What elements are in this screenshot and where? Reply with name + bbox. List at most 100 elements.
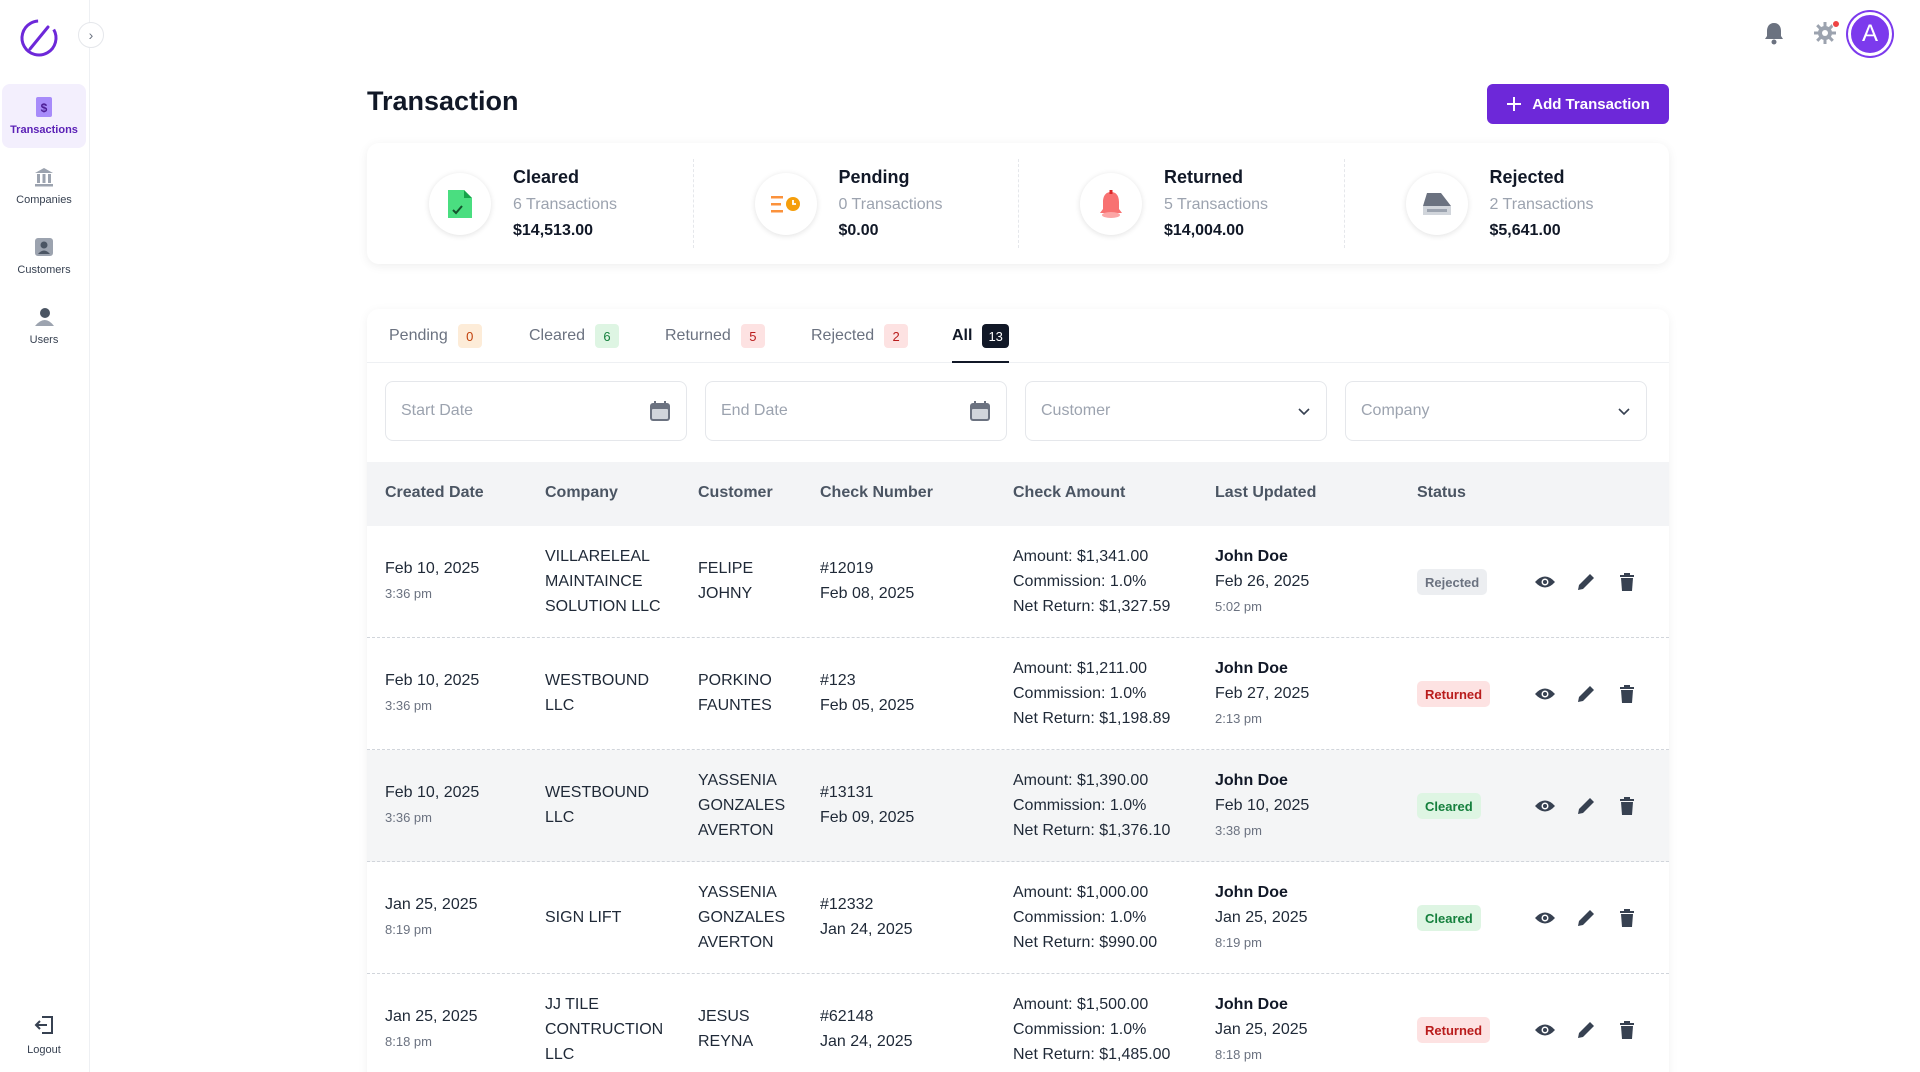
check-number: #12332	[820, 896, 874, 913]
delete-button[interactable]	[1615, 906, 1639, 930]
updated-date: Jan 25, 2025	[1215, 909, 1308, 926]
company-select[interactable]: Company	[1345, 381, 1647, 441]
check-number: #13131	[820, 784, 874, 801]
customer-select[interactable]: Customer	[1025, 381, 1327, 441]
check-amount-cell: Amount: $1,500.00 Commission: 1.0% Net R…	[1013, 992, 1170, 1067]
table-row[interactable]: Feb 10, 2025 3:36 pm WESTBOUND LLC YASSE…	[367, 750, 1669, 862]
tab-cleared[interactable]: Cleared 6	[529, 321, 620, 363]
customer-line: REYNA	[698, 1033, 754, 1050]
last-updated-cell: John Doe Jan 25, 2025 8:18 pm	[1215, 992, 1308, 1067]
avatar[interactable]: A	[1848, 12, 1892, 56]
tray-icon	[1405, 172, 1468, 235]
stat-amount: $14,004.00	[1164, 222, 1245, 239]
column-header[interactable]: Check Number	[820, 484, 933, 501]
check-amount: Amount: $1,341.00	[1013, 548, 1149, 565]
sidebar-item-users[interactable]: Users	[2, 294, 86, 358]
delete-button[interactable]	[1615, 682, 1639, 706]
edit-button[interactable]	[1574, 794, 1598, 818]
edit-button[interactable]	[1574, 570, 1598, 594]
tab-rejected[interactable]: Rejected 2	[811, 321, 909, 363]
tab-label: Rejected	[811, 327, 875, 344]
column-header[interactable]: Company	[545, 484, 618, 501]
view-button[interactable]	[1533, 794, 1557, 818]
table-row[interactable]: Feb 10, 2025 3:36 pm WESTBOUND LLC PORKI…	[367, 638, 1669, 750]
column-header[interactable]: Status	[1417, 484, 1466, 501]
column-header[interactable]: Last Updated	[1215, 484, 1317, 501]
company-line: VILLARELEAL	[545, 548, 650, 565]
table-row[interactable]: Feb 10, 2025 3:36 pm VILLARELEAL MAINTAI…	[367, 526, 1669, 638]
created-date: Jan 25, 2025	[385, 896, 478, 913]
check-date: Jan 24, 2025	[820, 1033, 913, 1050]
view-button[interactable]	[1533, 570, 1557, 594]
settings-button[interactable]	[1810, 18, 1840, 48]
stat-count: 6 Transactions	[513, 196, 618, 213]
customer-line: FELIPE	[698, 560, 754, 577]
stat-title: Rejected	[1489, 167, 1565, 187]
customer-line: FAUNTES	[698, 697, 772, 714]
bank-icon	[33, 166, 55, 188]
company-line: LLC	[545, 809, 575, 826]
view-button[interactable]	[1533, 1018, 1557, 1042]
view-button[interactable]	[1533, 906, 1557, 930]
updated-time: 2:13 pm	[1215, 711, 1262, 726]
company-line: WESTBOUND	[545, 672, 649, 689]
sidebar-collapse-button[interactable]: ›	[78, 22, 104, 48]
tab-count-badge: 6	[595, 324, 620, 348]
cleared-doc-icon	[429, 172, 491, 235]
net-return: Net Return: $990.00	[1013, 934, 1158, 951]
sidebar-item-transactions[interactable]: $ Transactions	[2, 84, 86, 148]
view-button[interactable]	[1533, 682, 1557, 706]
trash-icon	[1620, 797, 1634, 815]
updated-time: 8:19 pm	[1215, 935, 1262, 950]
calendar-icon	[970, 401, 990, 421]
net-return: Net Return: $1,376.10	[1013, 822, 1171, 839]
eye-icon	[1535, 912, 1555, 924]
check-number-cell: #12332 Jan 24, 2025	[820, 892, 913, 942]
page-title: Transaction	[367, 86, 519, 116]
eye-icon	[1535, 576, 1555, 588]
sidebar-item-companies[interactable]: Companies	[2, 154, 86, 218]
edit-button[interactable]	[1574, 682, 1598, 706]
table-row[interactable]: Jan 25, 2025 8:19 pm SIGN LIFT YASSENIA …	[367, 862, 1669, 974]
tab-all[interactable]: All 13	[952, 321, 1009, 363]
edit-button[interactable]	[1574, 1018, 1598, 1042]
edit-button[interactable]	[1574, 906, 1598, 930]
updated-date: Feb 27, 2025	[1215, 685, 1310, 702]
bell-icon	[1765, 23, 1783, 45]
app-logo-icon[interactable]	[18, 17, 60, 59]
notification-button[interactable]	[1759, 18, 1789, 48]
end-date-input[interactable]: End Date	[705, 381, 1007, 441]
customer-cell: YASSENIA GONZALES AVERTON	[698, 768, 785, 843]
stat-title: Pending	[838, 167, 910, 187]
sidebar-item-label: Customers	[17, 264, 71, 276]
company-cell: SIGN LIFT	[545, 905, 621, 930]
created-time: 3:36 pm	[385, 810, 432, 825]
column-header[interactable]: Customer	[698, 484, 773, 501]
eye-icon	[1535, 688, 1555, 700]
check-amount: Amount: $1,500.00	[1013, 996, 1149, 1013]
stat-count: 2 Transactions	[1489, 196, 1594, 213]
delete-button[interactable]	[1615, 1018, 1639, 1042]
company-cell: WESTBOUND LLC	[545, 668, 649, 718]
add-transaction-button[interactable]: Add Transaction	[1487, 84, 1669, 124]
created-date-cell: Jan 25, 2025 8:19 pm	[385, 892, 478, 942]
net-return: Net Return: $1,198.89	[1013, 710, 1171, 727]
logout-button[interactable]: Logout	[2, 1005, 86, 1065]
tab-pending[interactable]: Pending 0	[389, 321, 482, 363]
table-row[interactable]: Jan 25, 2025 8:18 pm JJ TILE CONTRUCTION…	[367, 974, 1669, 1072]
tab-returned[interactable]: Returned 5	[665, 321, 765, 363]
company-cell: VILLARELEAL MAINTAINCE SOLUTION LLC	[545, 544, 661, 619]
delete-button[interactable]	[1615, 794, 1639, 818]
pencil-icon	[1578, 910, 1594, 926]
start-date-input[interactable]: Start Date	[385, 381, 687, 441]
check-amount: Amount: $1,390.00	[1013, 772, 1149, 789]
sidebar-item-customers[interactable]: Customers	[2, 224, 86, 288]
status-badge: Rejected	[1417, 569, 1488, 595]
eye-icon	[1535, 800, 1555, 812]
column-header[interactable]: Created Date	[385, 484, 484, 501]
end-date-placeholder: End Date	[721, 402, 788, 419]
column-header[interactable]: Check Amount	[1013, 484, 1126, 501]
eye-icon	[1535, 1024, 1555, 1036]
tab-label: Cleared	[529, 327, 586, 344]
delete-button[interactable]	[1615, 570, 1639, 594]
